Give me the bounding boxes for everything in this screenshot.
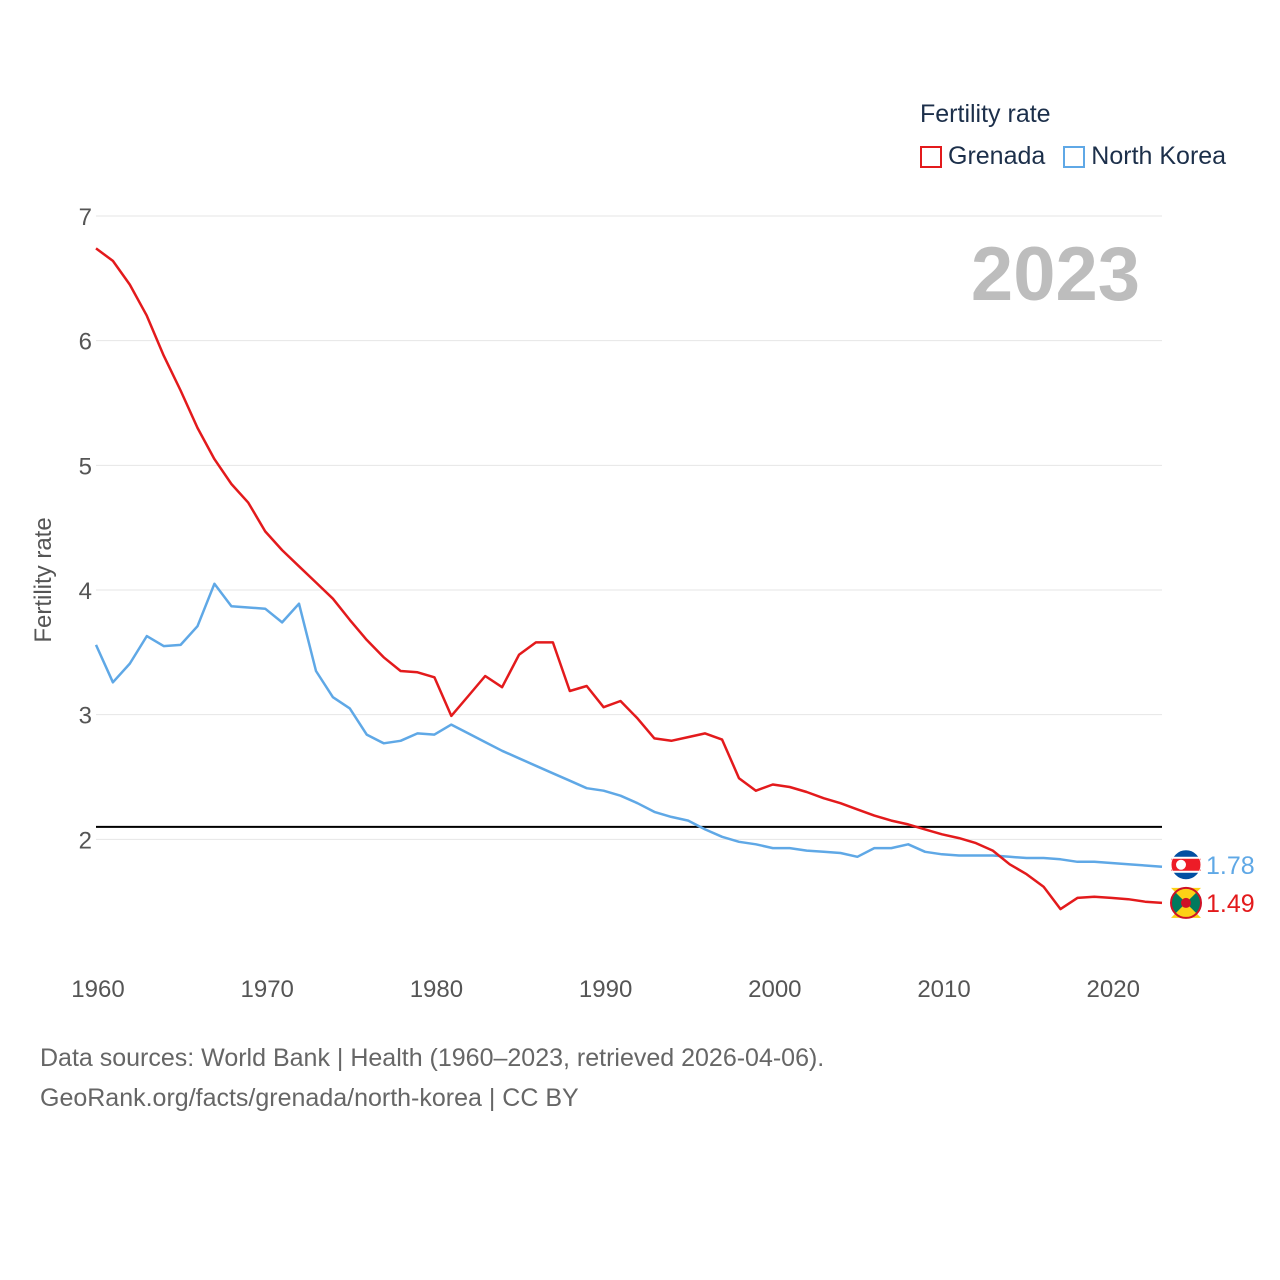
flag-disc <box>1176 859 1186 870</box>
series-line-grenada <box>95 247 1163 911</box>
x-tick-label-1960: 1960 <box>71 976 124 1003</box>
y-tick-label-2: 2 <box>79 827 92 854</box>
legend-label-grenada: Grenada <box>948 142 1046 170</box>
x-tick-label-2000: 2000 <box>748 976 801 1003</box>
end-flag-north-korea <box>1170 849 1202 881</box>
y-axis-label: Fertility rate <box>30 517 57 642</box>
flag-border <box>1170 886 1202 919</box>
footer-attribution: GeoRank.org/facts/grenada/north-korea | … <box>40 1084 579 1112</box>
y-tick-label-5: 5 <box>79 453 92 480</box>
legend-title: Fertility rate <box>920 100 1051 128</box>
legend: Grenada North Korea <box>920 142 1244 171</box>
y-tick-label-4: 4 <box>79 578 92 605</box>
end-flag-grenada <box>1170 886 1202 919</box>
legend-label-north-korea: North Korea <box>1091 142 1227 170</box>
legend-swatch-north-korea <box>1063 145 1086 168</box>
y-tick-label-6: 6 <box>79 329 92 356</box>
flag-center <box>1181 897 1191 908</box>
legend-item-north-korea[interactable]: North Korea <box>1063 142 1226 171</box>
x-tick-label-2020: 2020 <box>1087 976 1140 1003</box>
flag-border <box>1170 849 1202 881</box>
x-tick-label-2010: 2010 <box>917 976 970 1003</box>
year-overlay: 2023 <box>971 232 1140 317</box>
flag-yellow-bottom <box>1171 902 1201 918</box>
flag-yellow-top <box>1171 887 1201 903</box>
footer-sources: Data sources: World Bank | Health (1960–… <box>40 1044 825 1072</box>
y-tick-label-7: 7 <box>79 204 92 231</box>
end-value-label-north-korea: 1.78 <box>1206 852 1255 880</box>
series-line-north-korea <box>94 582 1163 869</box>
y-tick-label-3: 3 <box>79 703 92 730</box>
x-tick-label-1980: 1980 <box>410 976 463 1003</box>
legend-item-grenada[interactable]: Grenada <box>920 142 1045 171</box>
x-tick-label-1970: 1970 <box>241 976 294 1003</box>
end-value-label-grenada: 1.49 <box>1206 890 1255 918</box>
x-tick-label-1990: 1990 <box>579 976 632 1003</box>
legend-swatch-grenada <box>920 145 942 168</box>
